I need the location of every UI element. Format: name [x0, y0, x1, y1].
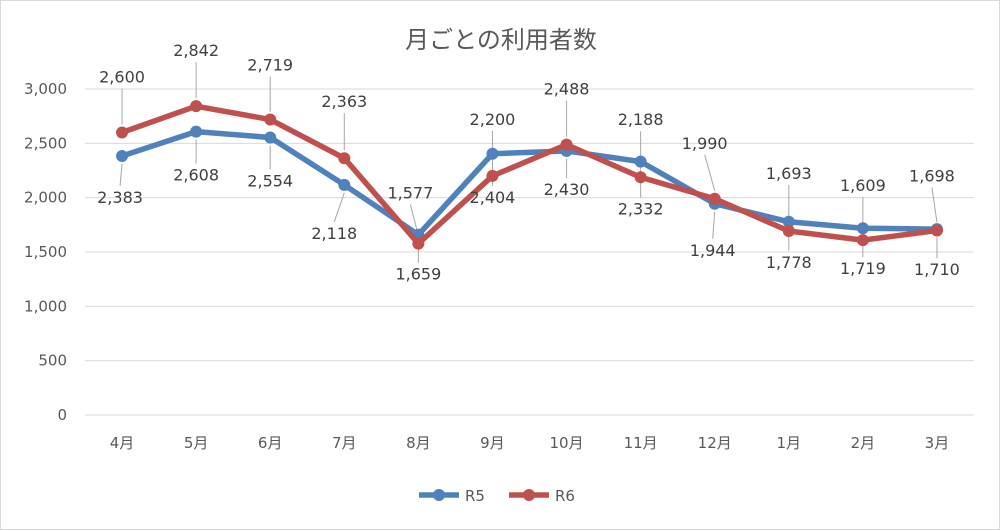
data-point-R5	[856, 222, 869, 235]
x-tick-label: 8月	[406, 434, 431, 452]
x-tick-label: 2月	[851, 434, 876, 452]
data-label-R6: 1,698	[909, 166, 955, 185]
series-R6	[116, 100, 943, 250]
data-label-R5: 1,778	[766, 253, 812, 272]
data-label-R5: 1,944	[690, 241, 736, 260]
legend-item-R6: R6	[509, 487, 575, 505]
x-tick-label: 12月	[698, 434, 732, 452]
y-tick-label: 2,000	[24, 189, 67, 207]
data-label-R5: 2,404	[470, 188, 516, 207]
y-tick-label: 1,000	[24, 297, 67, 315]
series-line-R5	[119, 128, 940, 238]
data-point-R6	[264, 113, 277, 126]
legend-swatch-marker	[523, 489, 535, 501]
data-point-R6	[560, 138, 573, 151]
data-label-R6: 2,200	[470, 110, 516, 129]
data-point-R5	[116, 150, 129, 163]
data-labels: 2,383 2,608 2,554 2,118 1,659 2,404 2,430 2,332…	[97, 41, 960, 284]
x-tick-label: 11月	[624, 434, 658, 452]
data-point-R6	[338, 152, 351, 165]
x-tick-label: 9月	[480, 434, 505, 452]
data-label-R6: 2,600	[99, 67, 145, 86]
data-point-R5	[264, 131, 277, 144]
y-tick-label: 500	[38, 352, 67, 370]
data-point-R5	[338, 178, 351, 191]
y-axis-ticks: 0 500 1,000 1,500 2,000 2,500 3,000	[24, 80, 67, 424]
y-tick-label: 0	[57, 406, 67, 424]
y-tick-label: 2,500	[24, 134, 67, 152]
data-label-R6: 1,693	[766, 164, 812, 183]
data-point-R6	[634, 171, 647, 184]
x-tick-label: 3月	[925, 434, 950, 452]
y-tick-label: 1,500	[24, 243, 67, 261]
data-point-R5	[486, 147, 499, 160]
x-tick-label: 10月	[549, 434, 583, 452]
legend-item-R5: R5	[419, 487, 485, 505]
x-tick-label: 4月	[110, 434, 135, 452]
x-axis-ticks: 4月 5月 6月 7月 8月 9月 10月 11月 12月 1月 2月 3月	[110, 434, 949, 452]
data-label-R6: 2,719	[247, 56, 293, 75]
data-label-R6: 1,577	[387, 184, 433, 203]
legend-label: R5	[465, 487, 485, 505]
data-point-R6	[930, 224, 943, 237]
data-point-R6	[708, 192, 721, 205]
leader-line	[931, 187, 938, 223]
x-tick-label: 6月	[258, 434, 283, 452]
leader-line	[712, 211, 716, 239]
series-line-R6	[119, 103, 940, 247]
x-tick-label: 5月	[184, 434, 209, 452]
legend-label: R6	[555, 487, 575, 505]
data-label-R5: 2,554	[247, 171, 293, 190]
data-label-R6: 2,488	[544, 80, 590, 99]
data-point-R5	[782, 215, 795, 228]
data-label-R6: 1,609	[840, 176, 886, 195]
data-point-R5	[190, 125, 203, 138]
legend: R5 R6	[419, 487, 575, 505]
data-label-R5: 2,383	[97, 188, 143, 207]
data-label-R6: 2,363	[321, 92, 367, 111]
data-label-R6: 2,842	[173, 41, 219, 60]
gridlines	[85, 88, 974, 416]
data-point-R5	[634, 155, 647, 168]
data-label-R5: 2,332	[618, 200, 664, 219]
data-label-R5: 2,430	[544, 180, 590, 199]
series-lines	[116, 100, 943, 250]
data-point-R6	[856, 234, 869, 247]
leader-line	[119, 164, 123, 187]
data-label-R5: 2,608	[173, 166, 219, 185]
data-point-R6	[782, 225, 795, 238]
data-point-R6	[190, 100, 203, 113]
x-tick-label: 1月	[777, 434, 802, 452]
data-label-R5: 2,118	[311, 224, 357, 243]
data-point-R6	[116, 126, 129, 139]
leader-line	[704, 154, 716, 191]
legend-swatch-marker	[433, 489, 445, 501]
data-label-R5: 1,719	[840, 259, 886, 278]
data-label-R6: 1,990	[682, 134, 728, 153]
data-label-R5: 1,659	[395, 265, 441, 284]
leader-line	[333, 192, 345, 223]
chart-title: 月ごとの利用者数	[405, 26, 597, 54]
data-point-R6	[412, 237, 425, 250]
y-tick-label: 3,000	[24, 80, 67, 98]
data-point-R6	[486, 169, 499, 182]
data-label-R6: 2,188	[618, 110, 664, 129]
data-label-R5: 1,710	[914, 260, 960, 279]
x-tick-label: 7月	[332, 434, 357, 452]
